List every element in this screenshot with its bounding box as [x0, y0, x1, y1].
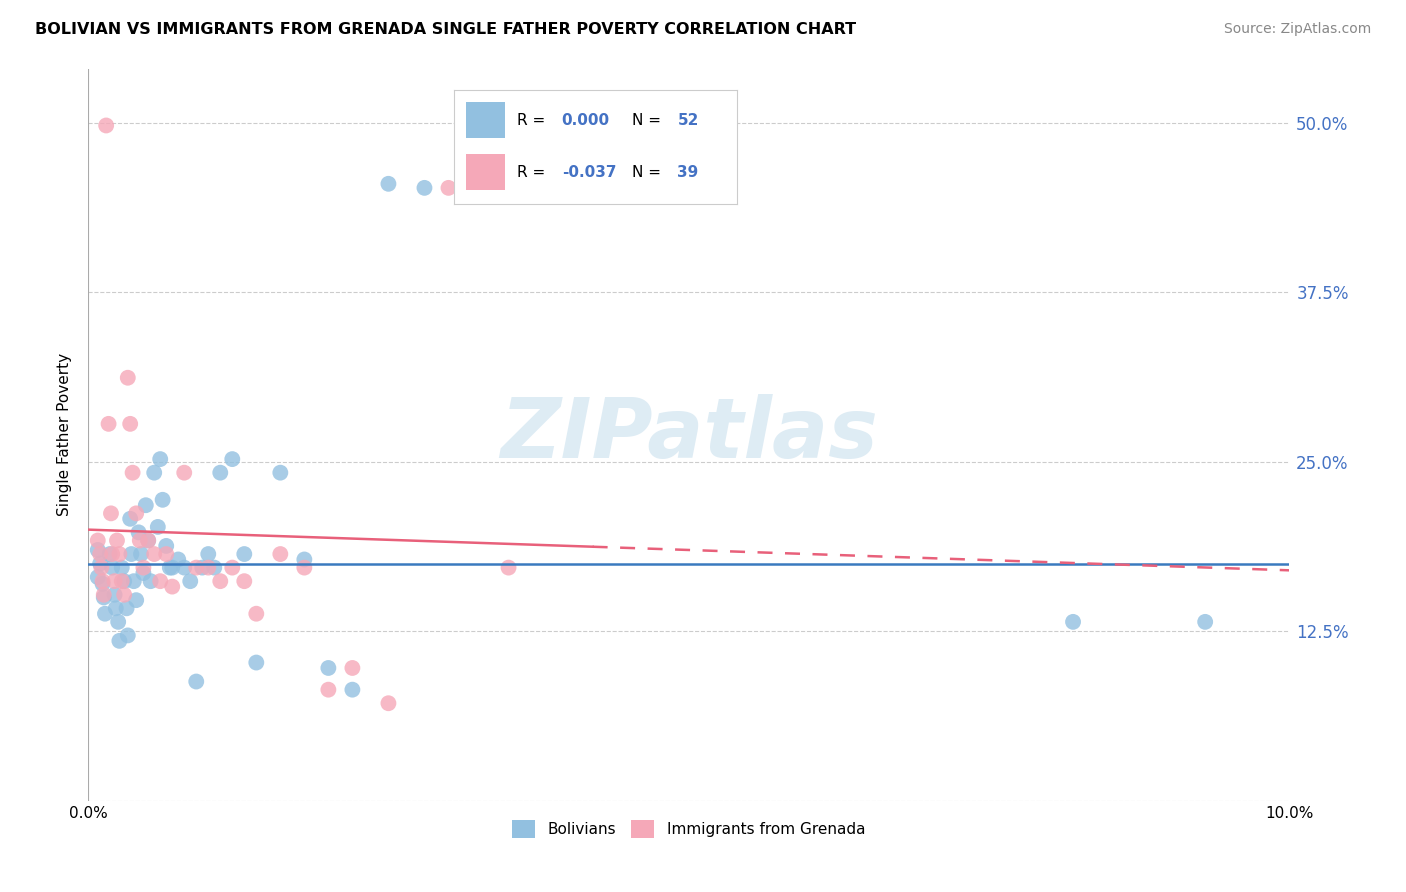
- Point: [245, 607, 267, 621]
- Point: [125, 507, 148, 521]
- Point: [115, 601, 138, 615]
- Point: [159, 560, 181, 574]
- Point: [101, 547, 124, 561]
- Point: [89, 557, 111, 571]
- Point: [269, 466, 291, 480]
- Point: [1194, 615, 1216, 629]
- Point: [342, 661, 364, 675]
- Point: [143, 466, 166, 480]
- Point: [96, 119, 118, 133]
- Point: [149, 452, 172, 467]
- Point: [233, 574, 256, 589]
- Point: [146, 520, 169, 534]
- Point: [136, 533, 159, 548]
- Point: [160, 560, 183, 574]
- Point: [167, 552, 190, 566]
- Point: [122, 574, 145, 589]
- Point: [101, 560, 124, 574]
- Point: [90, 560, 112, 574]
- Point: [97, 417, 120, 431]
- Point: [269, 547, 291, 561]
- Point: [173, 466, 195, 480]
- Point: [91, 577, 114, 591]
- Point: [94, 607, 117, 621]
- Point: [318, 682, 340, 697]
- Point: [197, 547, 219, 561]
- Point: [155, 539, 177, 553]
- Point: [103, 588, 125, 602]
- Point: [111, 560, 134, 574]
- Point: [197, 560, 219, 574]
- Point: [135, 498, 157, 512]
- Point: [112, 574, 135, 589]
- Point: [498, 560, 520, 574]
- Point: [179, 574, 201, 589]
- Point: [100, 507, 122, 521]
- Point: [105, 533, 128, 548]
- Point: [98, 547, 121, 561]
- Point: [89, 547, 111, 561]
- Point: [292, 560, 315, 574]
- Legend: Bolivians, Immigrants from Grenada: Bolivians, Immigrants from Grenada: [506, 814, 872, 845]
- Point: [186, 560, 208, 574]
- Point: [120, 547, 142, 561]
- Point: [209, 574, 232, 589]
- Point: [117, 370, 139, 384]
- Point: [191, 560, 214, 574]
- Point: [108, 547, 131, 561]
- Point: [104, 601, 127, 615]
- Point: [149, 574, 172, 589]
- Text: BOLIVIAN VS IMMIGRANTS FROM GRENADA SINGLE FATHER POVERTY CORRELATION CHART: BOLIVIAN VS IMMIGRANTS FROM GRENADA SING…: [35, 22, 856, 37]
- Point: [128, 533, 150, 548]
- Point: [209, 466, 232, 480]
- Point: [1062, 615, 1084, 629]
- Point: [245, 656, 267, 670]
- Point: [120, 512, 142, 526]
- Point: [91, 574, 114, 589]
- Point: [93, 591, 115, 605]
- Point: [342, 682, 364, 697]
- Point: [318, 661, 340, 675]
- Point: [413, 181, 436, 195]
- Point: [128, 525, 150, 540]
- Point: [87, 543, 110, 558]
- Point: [221, 452, 243, 467]
- Point: [139, 574, 162, 589]
- Point: [152, 492, 174, 507]
- Point: [87, 570, 110, 584]
- Point: [125, 593, 148, 607]
- Point: [233, 547, 256, 561]
- Y-axis label: Single Father Poverty: Single Father Poverty: [58, 353, 72, 516]
- Point: [108, 633, 131, 648]
- Point: [93, 588, 115, 602]
- Point: [437, 181, 460, 195]
- Point: [292, 552, 315, 566]
- Point: [107, 615, 129, 629]
- Point: [155, 547, 177, 561]
- Point: [377, 177, 399, 191]
- Text: Source: ZipAtlas.com: Source: ZipAtlas.com: [1223, 22, 1371, 37]
- Point: [173, 560, 195, 574]
- Point: [103, 574, 125, 589]
- Point: [117, 628, 139, 642]
- Point: [377, 696, 399, 710]
- Point: [87, 533, 110, 548]
- Text: ZIPatlas: ZIPatlas: [499, 394, 877, 475]
- Point: [121, 466, 143, 480]
- Point: [111, 574, 134, 589]
- Point: [186, 674, 208, 689]
- Point: [112, 588, 135, 602]
- Point: [160, 580, 183, 594]
- Point: [221, 560, 243, 574]
- Point: [120, 417, 142, 431]
- Point: [136, 533, 159, 548]
- Point: [129, 547, 152, 561]
- Point: [132, 560, 155, 574]
- Point: [143, 547, 166, 561]
- Point: [202, 560, 225, 574]
- Point: [132, 566, 155, 580]
